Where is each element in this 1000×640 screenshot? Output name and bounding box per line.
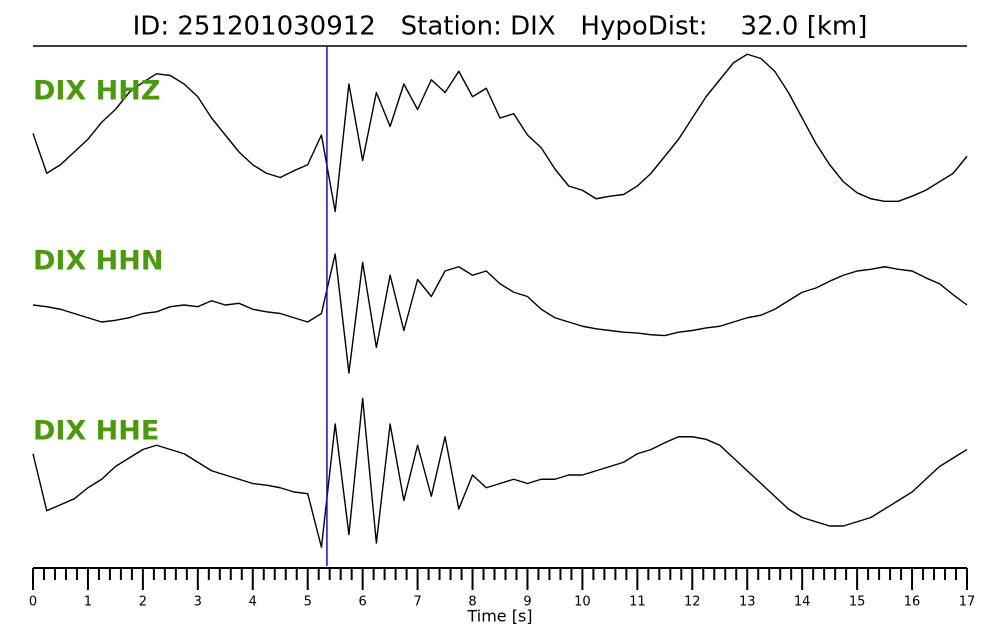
x-tick-label: 16 [904, 595, 921, 610]
x-tick-label: 8 [468, 595, 476, 610]
x-tick-label: 11 [629, 595, 646, 610]
waveform [32, 53, 968, 213]
x-tick-label: 15 [849, 595, 866, 610]
x-tick-label: 2 [139, 595, 147, 610]
trace-label: DIX HHE [33, 416, 159, 447]
x-tick-label: 10 [574, 595, 591, 610]
x-tick-label: 13 [739, 595, 756, 610]
waveform [32, 253, 968, 374]
trace-label: DIX HHN [33, 246, 163, 277]
waveform [32, 397, 968, 548]
x-tick-label: 9 [523, 595, 531, 610]
x-tick-label: 0 [29, 595, 37, 610]
x-tick-label: 12 [684, 595, 701, 610]
x-tick-label: 1 [84, 595, 92, 610]
chart-title: ID: 251201030912 Station: DIX HypoDist: … [133, 12, 868, 42]
x-tick-label: 5 [304, 595, 312, 610]
trace-label: DIX HHZ [33, 76, 160, 107]
x-tick-label: 17 [959, 595, 976, 610]
x-tick-label: 6 [359, 595, 367, 610]
x-tick-label: 14 [794, 595, 811, 610]
x-axis-label: Time [s] [466, 607, 532, 626]
x-tick-label: 7 [413, 595, 421, 610]
x-tick-label: 3 [194, 595, 202, 610]
x-tick-label: 4 [249, 595, 257, 610]
